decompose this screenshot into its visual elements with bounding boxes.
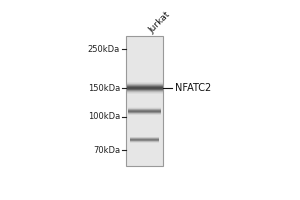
Text: 100kDa: 100kDa xyxy=(88,112,120,121)
Bar xyxy=(126,36,163,166)
Text: 250kDa: 250kDa xyxy=(88,45,120,54)
Bar xyxy=(126,36,163,166)
Text: 70kDa: 70kDa xyxy=(93,146,120,155)
Text: 150kDa: 150kDa xyxy=(88,84,120,93)
Text: Jurkat: Jurkat xyxy=(147,10,172,35)
Text: NFATC2: NFATC2 xyxy=(175,83,211,93)
